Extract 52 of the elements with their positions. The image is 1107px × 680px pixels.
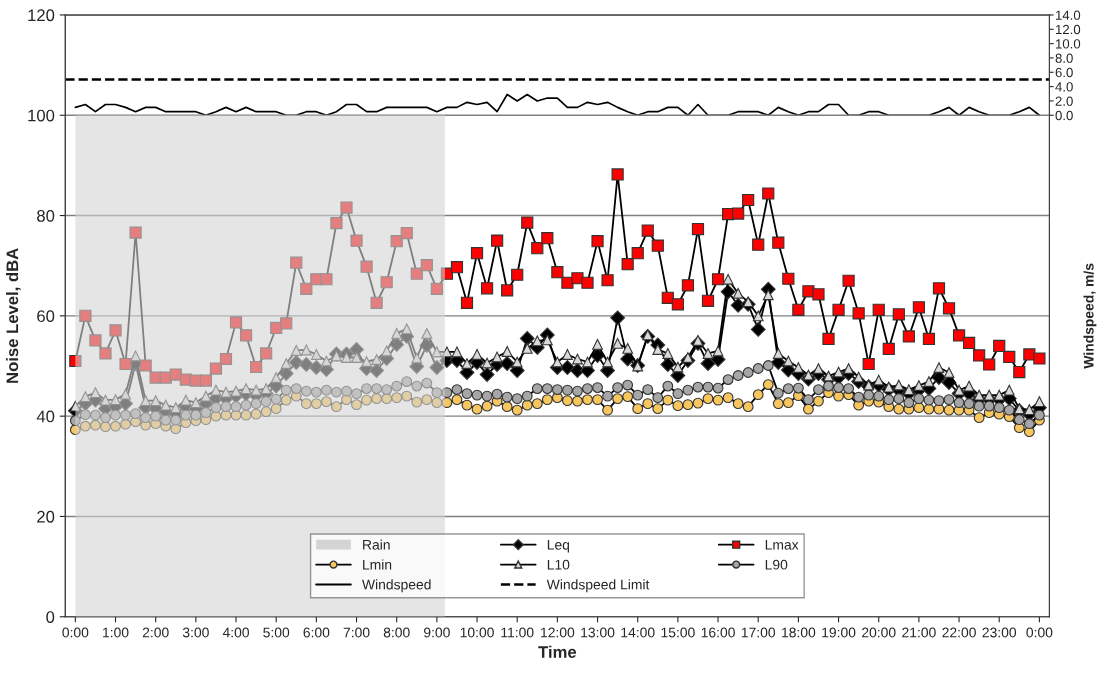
- y2-tick-label: 6.0: [1055, 67, 1073, 78]
- y-tick-label: 80: [37, 209, 55, 222]
- y-axis-title: Noise Level, dBA: [6, 248, 21, 383]
- x-tick-label: 11:00: [501, 627, 534, 638]
- x-tick-label: 20:00: [862, 627, 896, 638]
- band-label: Rain: [363, 539, 390, 550]
- x-tick-label: 13:00: [581, 627, 615, 638]
- x-tick-label: 18:00: [782, 627, 816, 638]
- x-tick-label: 3:00: [182, 627, 209, 638]
- x-tick-label: 12:00: [541, 627, 575, 638]
- y2-tick-label: 0.0: [1055, 110, 1073, 121]
- legend-label: L10: [547, 559, 570, 570]
- x-tick-label: 5:00: [263, 627, 290, 638]
- y-tick-label: 120: [28, 9, 55, 22]
- legend-label: Lmax: [765, 540, 799, 550]
- legend-label: Windspeed Limit: [546, 579, 650, 593]
- legend-label: Windspeed: [362, 579, 431, 593]
- x-tick-label: 0:00: [1026, 627, 1053, 638]
- x-tick-label: 8:00: [383, 627, 410, 638]
- legend-label: Leq: [547, 540, 569, 553]
- x-tick-label: 14:00: [621, 627, 655, 638]
- y-tick-label: 100: [28, 109, 55, 122]
- x-tick-label: 15:00: [661, 627, 695, 638]
- y-tick-label: 40: [36, 410, 55, 423]
- y-tick-label: 0: [46, 611, 55, 623]
- y2-axis-title: Windspeed, m/s: [1083, 263, 1097, 369]
- x-tick-label: 0:00: [62, 627, 89, 638]
- x-axis-title: Time: [538, 645, 577, 658]
- y2-tick-label: 4.0: [1055, 82, 1073, 92]
- y-tick-label: 20: [37, 510, 55, 523]
- y2-tick-label: 2.0: [1055, 96, 1073, 106]
- y2-tick-label: 14.0: [1056, 10, 1081, 20]
- x-tick-label: 4:00: [222, 627, 249, 638]
- x-tick-label: 23:00: [982, 627, 1017, 638]
- x-tick-label: 17:00: [741, 627, 776, 638]
- x-tick-label: 7:00: [343, 627, 370, 638]
- x-tick-label: 9:00: [424, 627, 450, 638]
- legend-label: Lmin: [363, 559, 392, 570]
- x-tick-label: 10:00: [460, 627, 494, 638]
- x-tick-label: 1:00: [103, 627, 129, 638]
- x-tick-label: 6:00: [303, 627, 330, 638]
- y2-tick-label: 10.0: [1056, 39, 1081, 49]
- x-tick-label: 22:00: [942, 627, 976, 638]
- line-series: [74, 93, 1041, 117]
- y2-tick-label: 12.0: [1056, 24, 1081, 35]
- y2-tick-label: 8.0: [1055, 53, 1073, 63]
- y-tick-label: 60: [37, 310, 55, 323]
- x-tick-label: 16:00: [701, 627, 735, 638]
- x-tick-label: 2:00: [142, 627, 169, 638]
- x-tick-label: 19:00: [822, 627, 856, 638]
- legend-label: L90: [765, 559, 788, 570]
- x-tick-label: 21:00: [902, 627, 936, 638]
